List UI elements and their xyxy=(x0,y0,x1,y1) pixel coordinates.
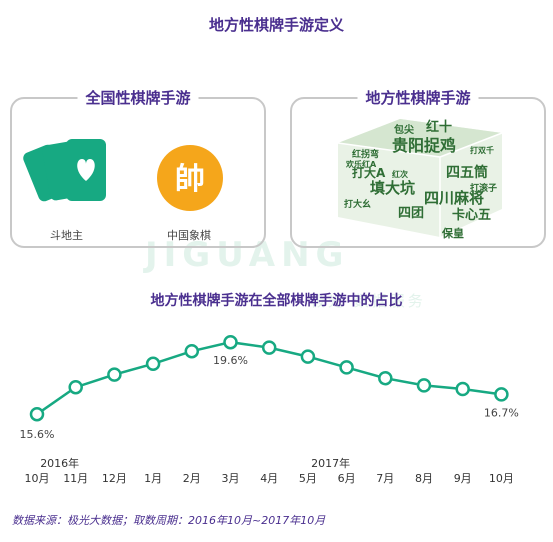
data-label: 15.6% xyxy=(20,428,55,441)
data-point xyxy=(184,343,200,359)
playing-cards-icon xyxy=(23,139,106,202)
cloud-word: 打大A xyxy=(352,165,386,180)
x-tick-label: 5月 xyxy=(299,472,317,485)
cloud-word: 红次 xyxy=(392,169,408,179)
cloud-word: 贵阳捉鸡 xyxy=(392,136,456,155)
data-point xyxy=(261,340,277,355)
data-source-note: 数据来源：极光大数据；取数周期：2016年10月~2017年10月 xyxy=(12,514,326,527)
x-tick-label: 1月 xyxy=(144,472,162,485)
x-tick-label: 12月 xyxy=(102,472,127,485)
data-point xyxy=(378,370,393,386)
data-label: 16.7% xyxy=(484,406,519,419)
data-point xyxy=(494,387,509,402)
data-point xyxy=(145,356,161,372)
data-point xyxy=(339,360,354,375)
line-chart: 15.6% 19.6% 16.7% 10月 11月 12月 1月 2月 3月 4月 5月 6月 7月 8月… xyxy=(20,334,519,485)
chess-piece-glyph: 帥 xyxy=(175,162,205,197)
cloud-word: 打大幺 xyxy=(344,198,371,210)
x-tick-label: 2月 xyxy=(183,472,201,485)
cloud-word: 红十 xyxy=(426,119,452,135)
cloud-word: 红拐弯 xyxy=(352,148,379,160)
x-tick-label: 8月 xyxy=(415,472,433,485)
cloud-word: 打滚子 xyxy=(470,182,497,194)
data-point xyxy=(107,367,122,382)
national-games-panel: 全国性棋牌手游 斗地主 帥 中国象棋 xyxy=(10,87,266,248)
x-tick-label: 10月 xyxy=(25,472,50,485)
data-point xyxy=(223,334,238,350)
cloud-word: 四五筒 xyxy=(446,164,488,181)
x-tick-label: 3月 xyxy=(222,472,240,485)
data-point xyxy=(416,378,432,393)
cloud-word: 卡心五 xyxy=(452,207,491,223)
local-games-panel: 地方性棋牌手游 贵阳捉鸡 四川麻将 填大坑 四五筒 卡心五 打大A 四团 红十 … xyxy=(290,87,546,248)
word-cloud-cube: 贵阳捉鸡 四川麻将 填大坑 四五筒 卡心五 打大A 四团 红十 红拐弯 欢乐红A… xyxy=(337,119,503,240)
x-tick-label: 6月 xyxy=(338,472,356,485)
data-point xyxy=(29,406,45,422)
cloud-word: 四川麻将 xyxy=(424,189,484,207)
x-tick-label: 11月 xyxy=(63,472,88,485)
game-caption-xiangqi: 中国象棋 xyxy=(167,229,211,242)
data-point xyxy=(300,349,316,364)
watermark-logo: JIGUANG xyxy=(145,235,350,275)
national-panel-label: 全国性棋牌手游 xyxy=(77,87,199,108)
chinese-chess-piece-icon: 帥 xyxy=(157,145,223,211)
year-label: 2016年 xyxy=(40,456,79,470)
cloud-word: 填大坑 xyxy=(370,179,415,197)
x-tick-label: 10月 xyxy=(489,472,514,485)
local-panel-label: 地方性棋牌手游 xyxy=(357,87,479,108)
x-tick-label: 9月 xyxy=(454,472,472,485)
cloud-word: 包尖 xyxy=(394,123,414,136)
cloud-word: 打双千 xyxy=(470,145,494,155)
game-caption-doudizhu: 斗地主 xyxy=(50,229,83,242)
chart-title: 地方性棋牌手游在全部棋牌手游中的占比 xyxy=(150,293,403,309)
data-label: 19.6% xyxy=(213,354,248,367)
cloud-word: 保皇 xyxy=(441,226,464,240)
watermark-subtitle: 极光 数据服务 xyxy=(310,292,426,310)
x-tick-label: 7月 xyxy=(376,472,394,485)
year-label: 2017年 xyxy=(311,456,350,470)
data-point xyxy=(68,379,83,395)
x-tick-label: 4月 xyxy=(260,472,278,485)
cloud-word: 四团 xyxy=(398,206,424,221)
data-point xyxy=(455,381,470,397)
page-title: 地方性棋牌手游定义 xyxy=(208,16,344,34)
cloud-word: 欢乐红A xyxy=(345,159,377,169)
